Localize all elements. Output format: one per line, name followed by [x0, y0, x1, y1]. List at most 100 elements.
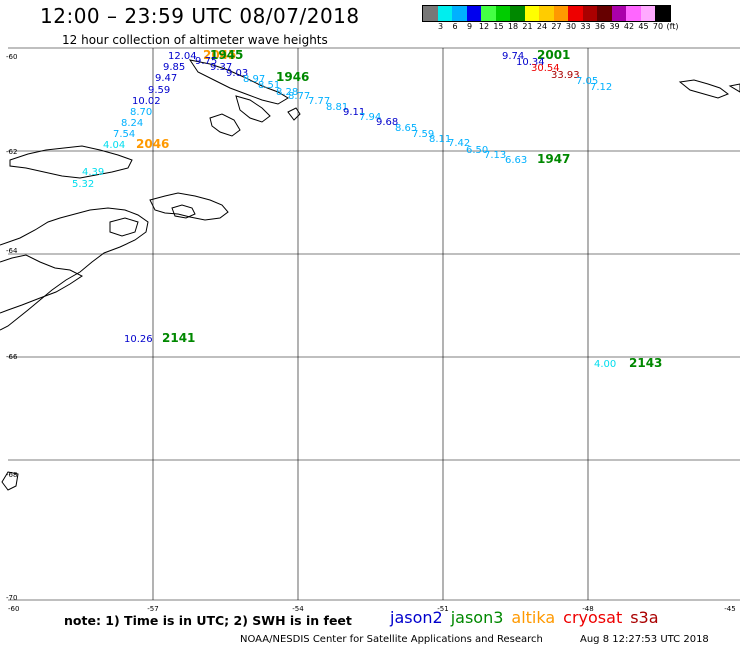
legend-item-s3a: s3a [630, 608, 659, 627]
lat-tick-label: -66 [6, 353, 18, 361]
wave-height-label: 6.50 [466, 145, 488, 156]
coastline-island-1 [149, 192, 229, 221]
colorbar-swatch [539, 6, 554, 21]
wave-height-label: 9.74 [502, 51, 524, 62]
lat-tick-label: -70 [6, 594, 17, 602]
wave-height-label: 7.59 [412, 129, 434, 140]
wave-height-label: 8.77 [288, 91, 310, 102]
wave-height-label: 12.04 [168, 51, 197, 62]
wave-height-label: 8.51 [258, 80, 280, 91]
map-subtitle: 12 hour collection of altimeter wave hei… [62, 33, 328, 47]
colorbar-label: 12 [478, 22, 490, 31]
axis-tick-labels: -60 -62 -64 -66 -68 -70 -60 -57 -54 -51 -48 -45 [6, 53, 736, 613]
coastline-ssi-3 [209, 113, 241, 137]
pass-time-label: 2141 [162, 331, 195, 345]
pass-time-label: 1946 [276, 70, 309, 84]
colorbar-labels: 3 6 9 12 15 18 21 24 27 30 33 36 39 42 45 70 (ft) [422, 22, 740, 34]
wave-height-label: 9.85 [163, 62, 185, 73]
generation-timestamp: Aug 8 12:27:53 UTC 2018 [580, 634, 709, 645]
wave-height-label: 6.63 [505, 155, 527, 166]
colorbar-label: 15 [493, 22, 504, 31]
colorbar-label: 70 [652, 22, 664, 31]
lon-tick-label: -57 [147, 605, 158, 613]
lat-tick-label: -62 [6, 148, 17, 156]
colorbar-label: 39 [609, 22, 620, 31]
wave-height-label: 4.04 [103, 140, 125, 151]
colorbar-swatch [495, 6, 510, 21]
coastline-south-shelf [0, 254, 83, 314]
coastline-island-3 [109, 217, 139, 237]
wave-height-label: 7.94 [359, 112, 381, 123]
colorbar-swatch [611, 6, 626, 21]
satellite-legend: jason2 jason3 altika cryosat s3a [390, 608, 667, 627]
wave-height-label: 8.28 [276, 87, 298, 98]
legend-item-jason2: jason2 [390, 608, 443, 627]
colorbar-swatch [437, 6, 452, 21]
wave-height-label: 8.11 [429, 134, 451, 145]
colorbar-swatch [655, 6, 670, 21]
coastline-ssi-4 [287, 107, 301, 121]
colorbar-label: 45 [638, 22, 649, 31]
wave-height-label: 7.13 [484, 150, 506, 161]
colorbar-label: 6 [452, 22, 458, 31]
wave-height-label: 8.70 [130, 107, 152, 118]
colorbar-swatch [466, 6, 481, 21]
pass-time-label: 2001 [537, 48, 570, 62]
coastline-ssi-1 [188, 59, 289, 105]
colorbar-label: 30 [565, 22, 577, 31]
coastline-peninsula [0, 207, 149, 331]
wave-height-label: 9.37 [210, 62, 232, 73]
colorbar-label: 3 [437, 22, 444, 31]
lat-tick-label: -68 [6, 471, 17, 479]
colorbar-swatch [452, 6, 467, 21]
coastline [0, 59, 740, 491]
coastline-ssi-2 [235, 95, 271, 123]
wave-height-label: 4.39 [82, 167, 104, 178]
legend-item-cryosat: cryosat [563, 608, 623, 627]
wave-height-label: 30.54 [531, 63, 560, 74]
lon-tick-label: -54 [292, 605, 304, 613]
wave-height-label: 7.77 [308, 96, 330, 107]
map-grid [8, 47, 740, 601]
colorbar-label: 18 [507, 22, 519, 31]
wave-height-label: 9.59 [148, 85, 170, 96]
wave-height-label: 10.26 [124, 334, 153, 345]
colorbar-label: 33 [580, 22, 591, 31]
wave-height-label: 7.12 [590, 82, 612, 93]
pass-time-label: 2045 [203, 48, 236, 62]
wave-height-label: 4.00 [594, 359, 616, 370]
pass-time-label: 2046 [136, 137, 169, 151]
colorbar-label: 24 [536, 22, 548, 31]
wave-height-label: 33.93 [551, 70, 580, 81]
wave-height-label: 7.42 [448, 138, 470, 149]
colorbar-swatch [640, 6, 655, 21]
wave-height-label: 10.34 [516, 57, 545, 68]
lon-tick-label: -60 [8, 605, 19, 613]
colorbar-label: 36 [594, 22, 606, 31]
wave-height-label: 7.54 [113, 129, 135, 140]
colorbar-label: 21 [522, 22, 533, 31]
colorbar-label: 42 [623, 22, 635, 31]
wave-height-label: 10.02 [132, 96, 161, 107]
colorbar-label: (ft) [666, 22, 679, 31]
colorbar-swatch [481, 6, 496, 21]
credit-line: NOAA/NESDIS Center for Satellite Applica… [240, 634, 543, 645]
legend-item-altika: altika [511, 608, 556, 627]
wave-height-label: 8.81 [326, 102, 348, 113]
wave-height-label: 8.24 [121, 118, 143, 129]
lat-tick-label: -60 [6, 53, 17, 61]
colorbar-swatch [510, 6, 525, 21]
wave-height-label: 7.05 [576, 76, 598, 87]
colorbar-label: 27 [551, 22, 562, 31]
colorbar-swatch [626, 6, 641, 21]
wave-height-label: 9.75 [195, 56, 217, 67]
coastline-small-1 [1, 471, 19, 491]
wave-height-label: 5.32 [72, 179, 94, 190]
pass-time-label: 2143 [629, 356, 662, 370]
legend-item-jason3: jason3 [450, 608, 504, 627]
footer-note: note: 1) Time is in UTC; 2) SWH is in fe… [64, 613, 352, 628]
pass-time-label: 1947 [537, 152, 570, 166]
coastline-south-orkney [678, 79, 730, 99]
colorbar-swatch [568, 6, 583, 21]
